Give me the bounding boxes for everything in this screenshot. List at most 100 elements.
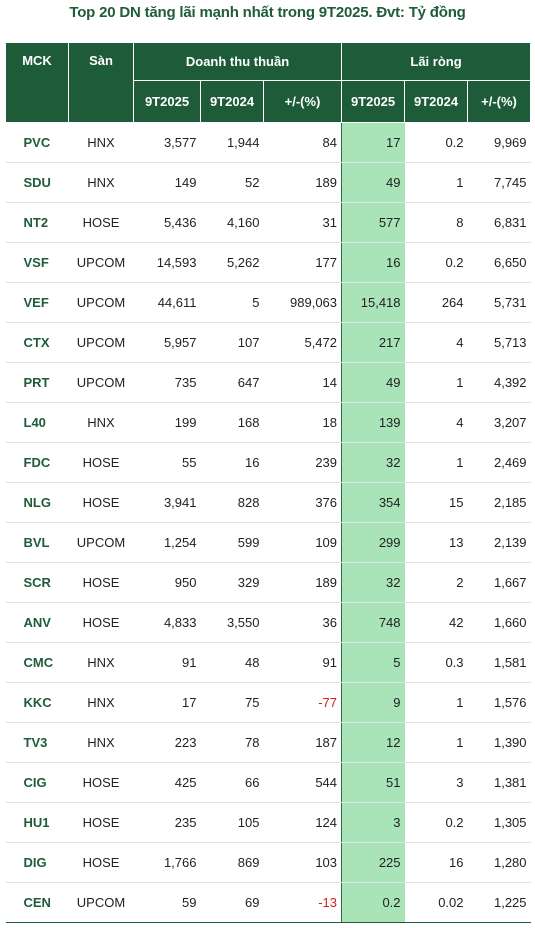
header-lai-rong: Lãi ròng [341, 42, 532, 81]
cell-profit-change: 1,280 [467, 842, 531, 883]
cell-profit-9t2024: 3 [404, 762, 468, 803]
cell-revenue-change: -77 [263, 682, 342, 723]
header-dt-9t2025: 9T2025 [133, 80, 201, 123]
cell-profit-9t2025: 5 [341, 642, 405, 683]
cell-profit-change: 2,185 [467, 482, 531, 523]
cell-revenue-9t2024: 66 [200, 762, 264, 803]
cell-san: UPCOM [68, 522, 134, 563]
table-row: VEF UPCOM 44,611 5 989,063 15,418 264 5,731 [5, 282, 531, 323]
cell-mck: CEN [5, 882, 69, 923]
cell-revenue-9t2025: 149 [133, 162, 201, 203]
cell-revenue-9t2024: 4,160 [200, 202, 264, 243]
cell-profit-9t2025: 32 [341, 562, 405, 603]
cell-mck: PVC [5, 122, 69, 163]
cell-profit-9t2024: 0.02 [404, 882, 468, 923]
cell-profit-change: 1,225 [467, 882, 531, 923]
header-dt-9t2024: 9T2024 [200, 80, 264, 123]
header-dt-pct: +/-(%) [262, 80, 343, 123]
cell-revenue-9t2025: 425 [133, 762, 201, 803]
cell-mck: NLG [5, 482, 69, 523]
table-row: DIG HOSE 1,766 869 103 225 16 1,280 [5, 842, 531, 883]
cell-profit-9t2024: 1 [404, 682, 468, 723]
cell-san: HOSE [68, 842, 134, 883]
cell-revenue-change: 36 [263, 602, 342, 643]
cell-san: HNX [68, 722, 134, 763]
cell-profit-9t2024: 13 [404, 522, 468, 563]
cell-mck: L40 [5, 402, 69, 443]
table-title: Top 20 DN tăng lãi mạnh nhất trong 9T202… [69, 4, 466, 21]
cell-revenue-9t2025: 1,766 [133, 842, 201, 883]
cell-mck: SDU [5, 162, 69, 203]
cell-revenue-9t2024: 52 [200, 162, 264, 203]
cell-revenue-change: -13 [263, 882, 342, 923]
header-san: Sàn [68, 42, 134, 123]
cell-mck: CMC [5, 642, 69, 683]
cell-profit-change: 5,713 [467, 322, 531, 363]
cell-profit-9t2025: 217 [341, 322, 405, 363]
cell-profit-9t2024: 4 [404, 322, 468, 363]
cell-revenue-9t2025: 3,577 [133, 122, 201, 163]
cell-profit-9t2025: 16 [341, 242, 405, 283]
header-lr-9t2025: 9T2025 [341, 80, 406, 123]
cell-revenue-change: 91 [263, 642, 342, 683]
cell-profit-9t2025: 225 [341, 842, 405, 883]
table-row: L40 HNX 199 168 18 139 4 3,207 [5, 402, 531, 443]
cell-san: HOSE [68, 602, 134, 643]
cell-revenue-9t2025: 1,254 [133, 522, 201, 563]
cell-mck: ANV [5, 602, 69, 643]
cell-revenue-9t2025: 17 [133, 682, 201, 723]
cell-profit-change: 6,650 [467, 242, 531, 283]
table-row: TV3 HNX 223 78 187 12 1 1,390 [5, 722, 531, 763]
cell-revenue-change: 544 [263, 762, 342, 803]
table-row: CMC HNX 91 48 91 5 0.3 1,581 [5, 642, 531, 683]
table-row: NT2 HOSE 5,436 4,160 31 577 8 6,831 [5, 202, 531, 243]
cell-revenue-change: 103 [263, 842, 342, 883]
cell-san: HOSE [68, 562, 134, 603]
cell-revenue-9t2025: 44,611 [133, 282, 201, 323]
cell-profit-9t2025: 49 [341, 362, 405, 403]
cell-mck: NT2 [5, 202, 69, 243]
table-row: CTX UPCOM 5,957 107 5,472 217 4 5,713 [5, 322, 531, 363]
cell-revenue-9t2024: 3,550 [200, 602, 264, 643]
cell-profit-9t2024: 0.2 [404, 242, 468, 283]
cell-revenue-9t2024: 647 [200, 362, 264, 403]
cell-san: UPCOM [68, 282, 134, 323]
cell-revenue-9t2025: 5,436 [133, 202, 201, 243]
cell-revenue-change: 187 [263, 722, 342, 763]
cell-mck: PRT [5, 362, 69, 403]
table-row: SDU HNX 149 52 189 49 1 7,745 [5, 162, 531, 203]
cell-profit-9t2025: 3 [341, 802, 405, 843]
cell-revenue-9t2025: 223 [133, 722, 201, 763]
cell-profit-9t2025: 51 [341, 762, 405, 803]
cell-mck: VSF [5, 242, 69, 283]
cell-san: HNX [68, 682, 134, 723]
table-row: VSF UPCOM 14,593 5,262 177 16 0.2 6,650 [5, 242, 531, 283]
cell-revenue-9t2025: 735 [133, 362, 201, 403]
cell-revenue-9t2024: 599 [200, 522, 264, 563]
cell-profit-9t2025: 17 [341, 122, 405, 163]
cell-san: HNX [68, 162, 134, 203]
cell-revenue-change: 14 [263, 362, 342, 403]
cell-profit-9t2024: 0.2 [404, 802, 468, 843]
cell-revenue-change: 18 [263, 402, 342, 443]
cell-revenue-9t2025: 91 [133, 642, 201, 683]
cell-profit-9t2024: 4 [404, 402, 468, 443]
cell-revenue-9t2024: 48 [200, 642, 264, 683]
cell-revenue-change: 5,472 [263, 322, 342, 363]
cell-san: UPCOM [68, 322, 134, 363]
cell-mck: CTX [5, 322, 69, 363]
cell-profit-9t2024: 0.2 [404, 122, 468, 163]
cell-profit-9t2025: 15,418 [341, 282, 405, 323]
table-row: FDC HOSE 55 16 239 32 1 2,469 [5, 442, 531, 483]
table-body: PVC HNX 3,577 1,944 84 17 0.2 9,969 SDU HNX 149 52 1… [5, 122, 531, 923]
cell-profit-9t2025: 9 [341, 682, 405, 723]
cell-mck: TV3 [5, 722, 69, 763]
table-row: BVL UPCOM 1,254 599 109 299 13 2,139 [5, 522, 531, 563]
cell-revenue-9t2024: 828 [200, 482, 264, 523]
cell-revenue-change: 84 [263, 122, 342, 163]
cell-profit-9t2024: 0.3 [404, 642, 468, 683]
cell-profit-9t2025: 12 [341, 722, 405, 763]
cell-revenue-change: 189 [263, 162, 342, 203]
cell-revenue-change: 31 [263, 202, 342, 243]
cell-revenue-change: 376 [263, 482, 342, 523]
